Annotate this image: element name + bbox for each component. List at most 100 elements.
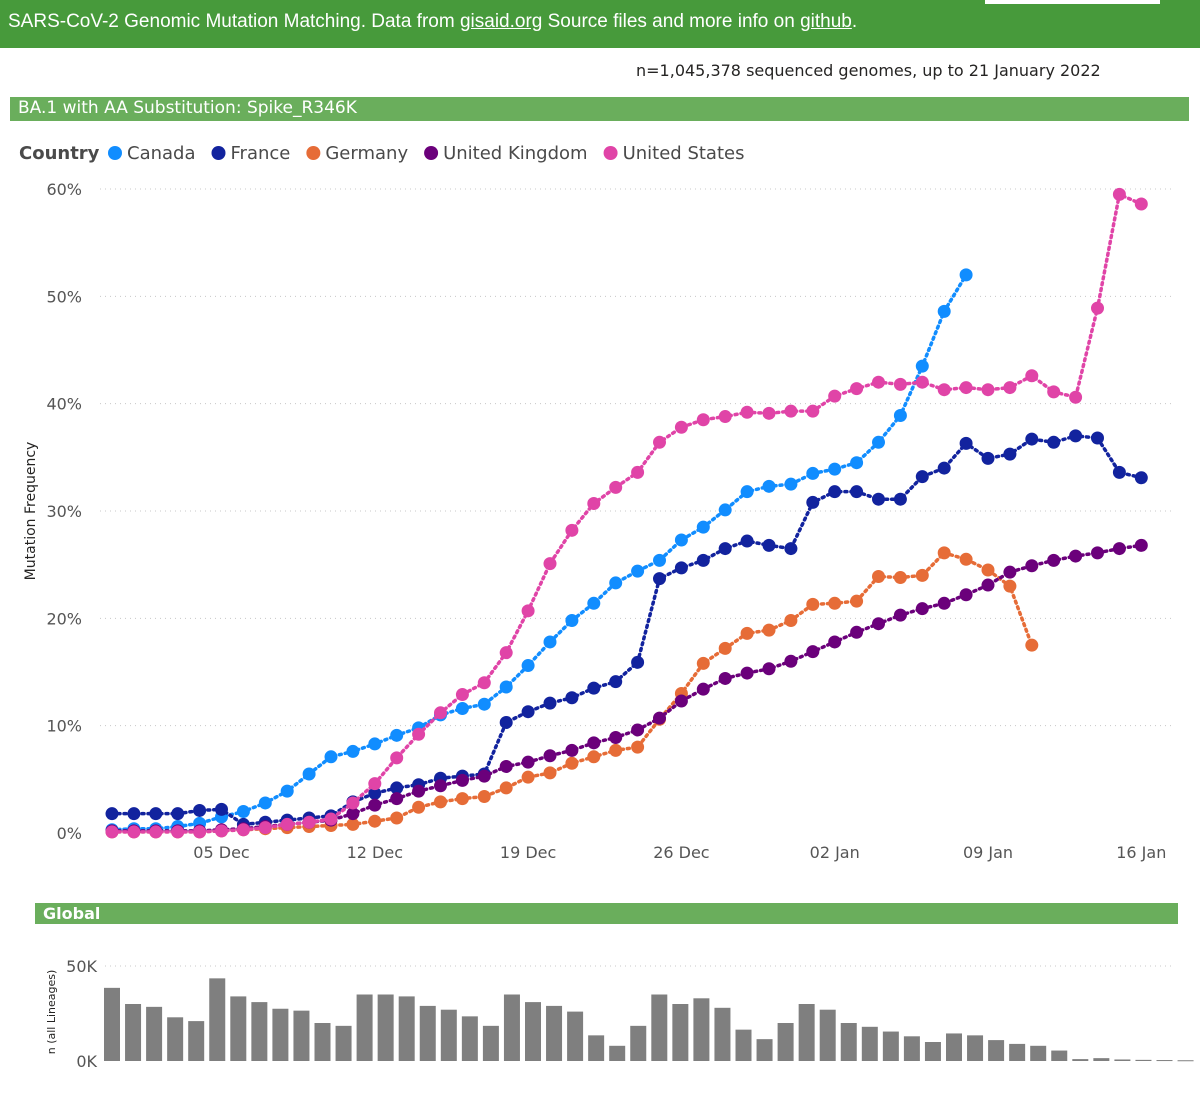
legend-label[interactable]: Canada (127, 143, 196, 164)
data-point-france[interactable] (565, 691, 579, 705)
global-count-bar[interactable] (946, 1033, 962, 1061)
data-point-united-kingdom[interactable] (412, 784, 426, 798)
global-count-bar[interactable] (567, 1011, 584, 1061)
data-point-canada[interactable] (477, 697, 491, 711)
data-point-united-kingdom[interactable] (346, 807, 360, 821)
legend-label[interactable]: United Kingdom (443, 143, 587, 164)
data-point-canada[interactable] (609, 576, 623, 590)
data-point-united-states[interactable] (346, 796, 360, 810)
data-point-united-states[interactable] (455, 688, 469, 702)
data-point-germany[interactable] (784, 613, 798, 627)
data-point-canada[interactable] (653, 553, 666, 567)
data-point-united-states[interactable] (521, 604, 535, 618)
global-count-bar[interactable] (482, 1025, 499, 1061)
global-count-bar[interactable] (1135, 1059, 1152, 1061)
data-point-germany[interactable] (1025, 638, 1039, 652)
data-point-germany[interactable] (390, 811, 404, 825)
global-count-bar[interactable] (840, 1023, 857, 1061)
data-point-united-kingdom[interactable] (521, 755, 535, 769)
global-count-bar[interactable] (1156, 1060, 1173, 1062)
data-point-united-states[interactable] (236, 823, 250, 837)
global-count-bar[interactable] (398, 996, 415, 1061)
global-count-bar[interactable] (714, 1007, 731, 1061)
global-count-bar[interactable] (609, 1045, 626, 1061)
data-point-canada[interactable] (937, 304, 951, 318)
data-point-france[interactable] (609, 675, 623, 689)
data-point-france[interactable] (981, 451, 995, 465)
data-point-france[interactable] (1112, 465, 1126, 479)
global-count-bar[interactable] (209, 978, 226, 1061)
data-point-canada[interactable] (499, 680, 513, 694)
data-point-canada[interactable] (368, 737, 382, 751)
global-count-bar[interactable] (293, 1010, 310, 1061)
global-count-bar[interactable] (882, 1031, 899, 1061)
data-point-france[interactable] (674, 561, 688, 575)
data-point-united-states[interactable] (258, 821, 272, 835)
data-point-canada[interactable] (740, 485, 754, 499)
data-point-united-kingdom[interactable] (784, 654, 798, 668)
data-point-united-kingdom[interactable] (455, 773, 469, 787)
data-point-united-states[interactable] (215, 824, 228, 838)
global-count-bar[interactable] (924, 1042, 941, 1061)
data-point-germany[interactable] (981, 563, 995, 577)
data-point-united-states[interactable] (543, 557, 557, 571)
global-count-bar[interactable] (356, 994, 373, 1062)
data-point-canada[interactable] (543, 635, 557, 649)
data-point-france[interactable] (850, 485, 864, 499)
data-point-germany[interactable] (872, 569, 885, 583)
data-point-united-states[interactable] (872, 375, 885, 389)
data-point-united-states[interactable] (959, 381, 973, 395)
data-point-france[interactable] (631, 655, 645, 669)
global-count-bar[interactable] (903, 1036, 920, 1061)
data-point-united-kingdom[interactable] (762, 662, 776, 676)
data-point-france[interactable] (784, 542, 798, 556)
data-point-france[interactable] (368, 786, 382, 800)
legend-label[interactable]: United States (623, 143, 745, 164)
data-point-united-kingdom[interactable] (477, 769, 491, 783)
data-point-united-kingdom[interactable] (674, 694, 688, 708)
data-point-france[interactable] (696, 553, 710, 567)
data-point-canada[interactable] (631, 564, 645, 578)
data-point-united-states[interactable] (565, 523, 579, 537)
data-point-france[interactable] (828, 485, 842, 499)
data-point-united-kingdom[interactable] (368, 798, 382, 812)
data-point-united-states[interactable] (302, 815, 316, 829)
data-point-france[interactable] (1003, 447, 1017, 461)
data-point-canada[interactable] (674, 533, 688, 547)
data-point-united-states[interactable] (1112, 187, 1126, 201)
data-point-france[interactable] (893, 492, 907, 506)
data-point-france[interactable] (171, 807, 185, 821)
data-point-france[interactable] (543, 696, 557, 710)
data-point-united-kingdom[interactable] (587, 736, 601, 750)
data-point-france[interactable] (390, 781, 404, 795)
data-point-united-kingdom[interactable] (1003, 565, 1017, 579)
data-point-germany[interactable] (806, 597, 820, 611)
data-point-france[interactable] (149, 807, 163, 821)
data-point-germany[interactable] (434, 795, 447, 809)
data-point-canada[interactable] (455, 701, 469, 715)
data-point-france[interactable] (937, 461, 951, 475)
data-point-france[interactable] (762, 538, 776, 552)
data-point-united-states[interactable] (1025, 369, 1039, 383)
data-point-united-kingdom[interactable] (390, 792, 404, 806)
data-point-germany[interactable] (893, 571, 907, 585)
data-point-canada[interactable] (762, 479, 776, 493)
data-point-united-states[interactable] (1047, 385, 1061, 399)
global-count-bar[interactable] (651, 994, 668, 1062)
global-count-bar[interactable] (377, 994, 394, 1062)
data-point-united-states[interactable] (105, 825, 119, 839)
data-point-united-states[interactable] (1003, 381, 1017, 395)
data-point-canada[interactable] (346, 744, 360, 758)
data-point-germany[interactable] (696, 656, 710, 670)
data-point-united-kingdom[interactable] (1091, 546, 1104, 560)
data-point-canada[interactable] (280, 784, 294, 798)
data-point-france[interactable] (1069, 429, 1083, 443)
data-point-united-states[interactable] (806, 404, 820, 418)
data-point-united-states[interactable] (193, 825, 207, 839)
data-point-france[interactable] (193, 803, 207, 817)
data-point-united-kingdom[interactable] (631, 723, 645, 737)
legend-marker-france[interactable] (211, 146, 226, 160)
data-point-united-states[interactable] (412, 727, 426, 741)
data-point-united-kingdom[interactable] (959, 588, 973, 602)
data-point-united-kingdom[interactable] (1069, 549, 1083, 563)
